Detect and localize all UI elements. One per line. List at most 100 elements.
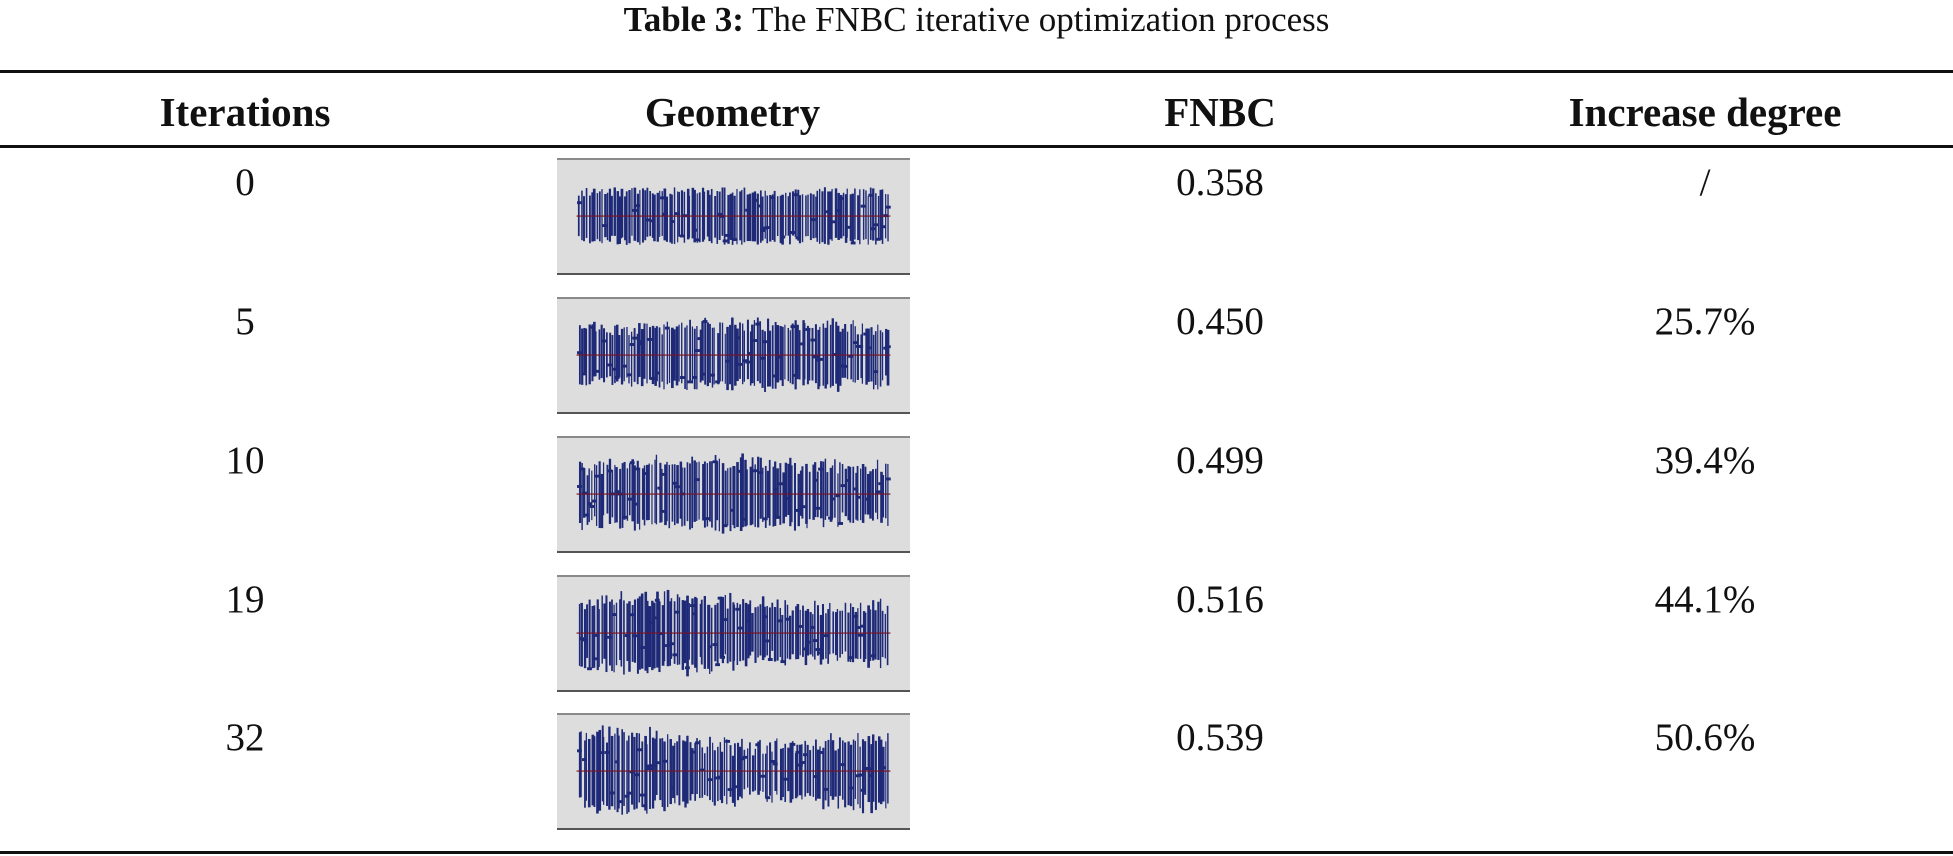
geometry-strut: [580, 731, 582, 798]
geometry-node: [777, 482, 783, 486]
geometry-strut: [850, 324, 853, 380]
geometry-strut: [852, 320, 854, 383]
geometry-strut: [656, 192, 659, 242]
geometry-strut: [583, 327, 586, 375]
geometry-node: [579, 467, 585, 471]
geometry-strut: [870, 609, 872, 661]
geometry-strut: [793, 463, 796, 531]
geometry-node: [584, 513, 590, 517]
geometry-node: [614, 376, 620, 379]
geometry-strut: [661, 468, 663, 523]
geometry-strut: [633, 599, 637, 663]
geometry-strut: [696, 462, 698, 521]
geometry-strut: [651, 737, 655, 809]
geometry-strut: [779, 195, 782, 244]
geometry-strut: [654, 459, 656, 524]
geometry-strut: [623, 732, 625, 806]
geometry-node: [720, 655, 726, 659]
geometry-strut: [869, 471, 872, 519]
geometry-node: [795, 508, 801, 512]
geometry-node: [730, 508, 736, 512]
geometry-strut: [640, 329, 644, 387]
geometry-node: [875, 237, 881, 241]
geometry-strut: [859, 602, 862, 659]
geometry-strut: [674, 743, 676, 804]
geometry-node: [850, 241, 856, 245]
geometry-strut: [639, 190, 641, 245]
geometry-node: [795, 750, 801, 754]
geometry-node: [717, 775, 723, 779]
geometry-node: [735, 607, 741, 611]
geometry-strut: [716, 602, 719, 665]
geometry-node: [813, 775, 818, 778]
geometry-node: [722, 618, 728, 622]
geometry-strut: [691, 187, 695, 239]
geometry-strut: [754, 607, 757, 663]
geometry-node: [594, 369, 600, 373]
header-increase-degree: Increase degree: [1568, 89, 1842, 135]
geometry-strut: [854, 740, 856, 799]
geometry-strut: [611, 335, 614, 385]
geometry-strut: [709, 461, 711, 522]
geometry-node: [589, 505, 595, 508]
geometry-strut: [595, 465, 598, 526]
geometry-strut: [870, 744, 873, 814]
geometry-strut: [686, 735, 689, 804]
geometry-strut: [806, 744, 809, 794]
geometry-node: [835, 209, 841, 213]
geometry-node: [823, 634, 828, 638]
geometry-strut: [738, 746, 742, 797]
geometry-node: [863, 766, 869, 770]
geometry-strut: [784, 462, 788, 517]
geometry-strut: [628, 735, 630, 813]
geometry-node: [594, 474, 600, 478]
geometry-node: [885, 205, 891, 209]
geometry-strut: [757, 606, 759, 658]
geometry-strut: [648, 606, 652, 668]
geometry-node: [695, 238, 700, 242]
geometry-node: [632, 502, 638, 506]
row-2-increase: 39.4%: [1654, 439, 1756, 482]
geometry-strut: [720, 751, 724, 804]
geometry-strut: [881, 610, 884, 658]
geometry-strut: [618, 196, 621, 244]
geometry-strut: [864, 612, 867, 659]
geometry-strut: [839, 331, 842, 386]
geometry-strut: [819, 746, 821, 799]
geometry-node: [654, 761, 660, 765]
geometry-node: [617, 235, 623, 239]
geometry-strut: [768, 607, 771, 662]
geometry-node: [873, 223, 879, 227]
geometry-strut: [625, 191, 628, 245]
geometry-node: [880, 225, 886, 229]
geometry-strut: [727, 194, 730, 244]
geometry-strut: [694, 742, 697, 801]
geometry-strut: [816, 749, 820, 799]
geometry-strut: [819, 326, 821, 387]
geometry-node: [792, 193, 798, 197]
geometry-strut: [585, 328, 588, 386]
geometry-node: [679, 376, 685, 379]
geometry-node: [818, 467, 823, 471]
geometry-strut: [591, 734, 595, 806]
geometry-strut: [686, 462, 689, 522]
geometry-strut: [691, 456, 694, 529]
geometry-strut: [776, 599, 779, 661]
geometry-strut: [658, 601, 661, 673]
geometry-strut: [808, 471, 811, 520]
geometry-svg-3: [576, 589, 891, 677]
geometry-strut: [678, 191, 680, 237]
geometry-strut: [601, 725, 604, 802]
geometry-strut: [759, 739, 761, 791]
geometry-strut: [774, 740, 777, 792]
geometry-strut: [644, 591, 648, 671]
geometry-strut: [636, 460, 639, 524]
geometry-strut: [877, 736, 881, 803]
geometry-strut: [802, 320, 805, 386]
geometry-strut: [591, 324, 594, 382]
geometry-node: [762, 517, 768, 521]
geometry-strut: [638, 733, 641, 803]
geometry-node: [722, 239, 728, 243]
geometry-strut: [623, 600, 625, 675]
geometry-strut: [653, 194, 656, 242]
